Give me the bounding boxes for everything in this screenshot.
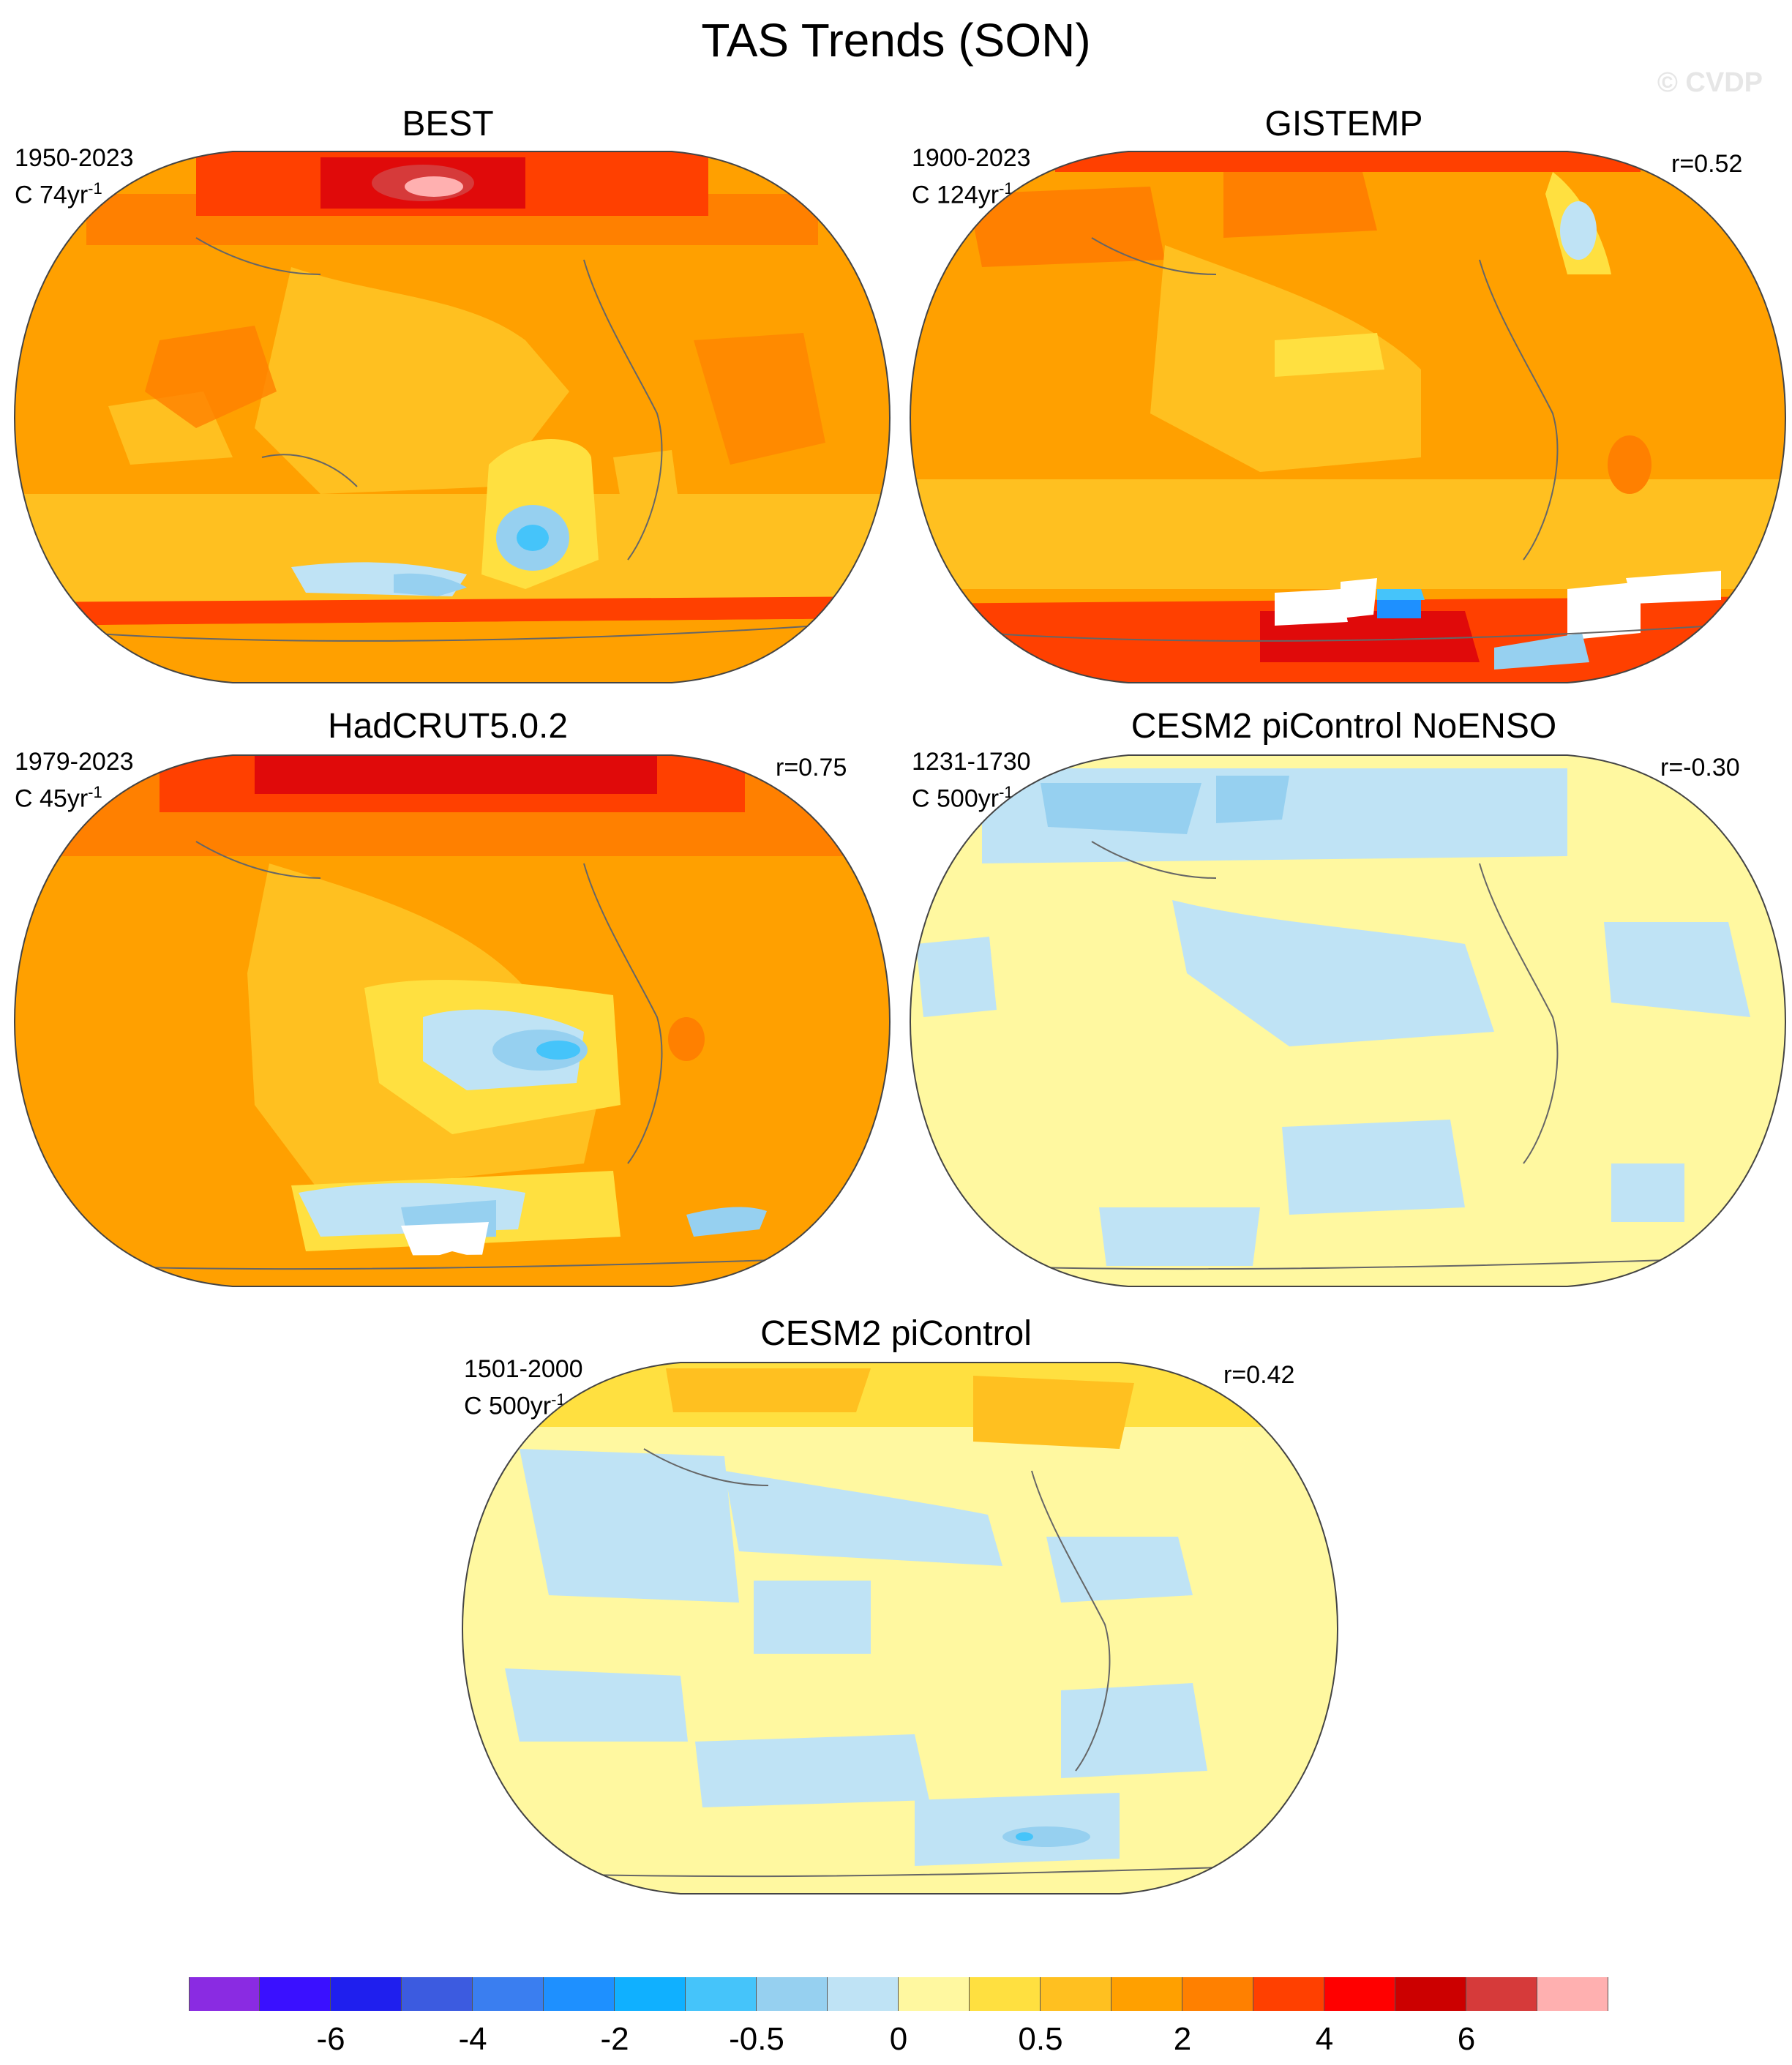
colorbar-swatch [544,1977,615,2011]
colorbar-swatch [686,1977,757,2011]
colorbar-swatch [260,1977,331,2011]
panel-title: BEST [402,105,494,143]
panel-cesm2: CESM2 piControl 1501-2000 C 500yr-1 r=0.… [448,1295,1344,1903]
colorbar-labels: -6 -4 -2 -0.5 0 0.5 2 4 6 [0,2021,1792,2065]
panel-meta: 1501-2000 C 500yr-1 [464,1354,583,1421]
colorbar-swatch [828,1977,899,2011]
colorbar-swatch [1395,1977,1466,2011]
panel-cesm2-noenso: CESM2 piControl NoENSO 1231-1730 C 500yr… [896,688,1792,1295]
colorbar-swatch [615,1977,686,2011]
panel-title: CESM2 piControl [760,1314,1032,1353]
colorbar-swatch [1041,1977,1111,2011]
correlation-label: r=0.42 [1223,1361,1295,1389]
trend-unit: C 500yr-1 [912,783,1013,813]
colorbar-tick-label: -0.5 [729,2021,784,2057]
trend-unit: C 500yr-1 [464,1390,566,1420]
correlation-label: r=0.75 [776,754,847,782]
period-label: 1950-2023 [15,144,134,172]
colorbar-swatch [757,1977,828,2011]
colorbar-swatch [1111,1977,1182,2011]
colorbar-swatch [473,1977,544,2011]
period-label: 1900-2023 [912,144,1031,172]
panel-title: HadCRUT5.0.2 [327,707,569,746]
watermark: © CVDP [1657,67,1763,98]
colorbar-swatch [189,1977,260,2011]
map-hadcrut [13,754,891,1287]
panel-meta: 1979-2023 C 45yr-1 [15,746,134,814]
colorbar-tick-label: -2 [600,2021,629,2057]
panel-best: BEST 1950-2023 C 74yr-1 [0,0,896,688]
period-label: 1231-1730 [912,748,1031,776]
period-label: 1501-2000 [464,1355,583,1383]
map-gistemp [909,151,1787,683]
map-cesm2 [461,1362,1339,1895]
colorbar-swatch [1537,1977,1608,2011]
panel-meta: 1231-1730 C 500yr-1 [912,746,1031,814]
figure-title: TAS Trends (SON) [701,14,1091,67]
panel-title: GISTEMP [1264,105,1423,143]
colorbar-tick-label: -6 [316,2021,345,2057]
period-label: 1979-2023 [15,748,134,776]
colorbar-swatch [1466,1977,1537,2011]
map-cesm2-noenso [909,754,1787,1287]
panel-hadcrut: HadCRUT5.0.2 1979-2023 C 45yr-1 r=0.75 [0,688,896,1295]
panel-title: CESM2 piControl NoENSO [1131,707,1557,746]
colorbar-swatch [331,1977,402,2011]
trend-unit: C 74yr-1 [15,179,102,209]
colorbar-tick-label: 2 [1173,2021,1192,2057]
colorbar-swatch [970,1977,1041,2011]
colorbar-tick-label: 4 [1315,2021,1334,2057]
colorbar-swatch [1182,1977,1253,2011]
colorbar [189,1977,1608,2011]
map-best [13,151,891,683]
colorbar-tick-label: 0.5 [1018,2021,1063,2057]
panel-gistemp: GISTEMP 1900-2023 C 124yr-1 r=0.52 [896,0,1792,688]
colorbar-swatch [1324,1977,1395,2011]
panel-meta: 1950-2023 C 74yr-1 [15,143,134,210]
colorbar-swatch [402,1977,473,2011]
colorbar-swatch [899,1977,970,2011]
trend-unit: C 45yr-1 [15,783,102,813]
colorbar-tick-label: 0 [889,2021,908,2057]
panel-meta: 1900-2023 C 124yr-1 [912,143,1031,210]
colorbar-tick-label: 6 [1457,2021,1476,2057]
trend-unit: C 124yr-1 [912,179,1013,209]
colorbar-swatch [1253,1977,1324,2011]
correlation-label: r=0.52 [1671,150,1743,178]
colorbar-tick-label: -4 [458,2021,487,2057]
correlation-label: r=-0.30 [1660,754,1740,782]
